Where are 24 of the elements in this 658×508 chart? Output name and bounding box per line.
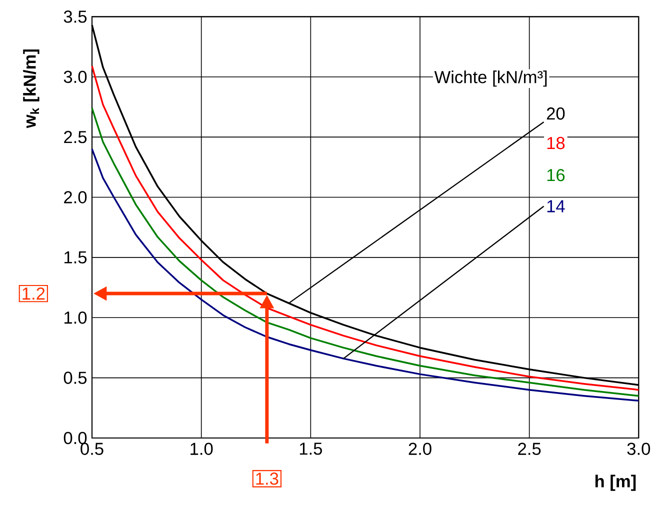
- x-axis-title: h [m]: [595, 474, 636, 491]
- legend-title: Wichte [kN/m³]: [434, 70, 547, 87]
- text: 1.3: [256, 472, 278, 485]
- y-tick-label: 1.5: [64, 251, 87, 264]
- line-series: [91, 148, 640, 402]
- y-tick-label: 2.5: [64, 130, 87, 144]
- y-tick-label: 0.5: [64, 372, 87, 384]
- x-tick-label: 1.5: [300, 442, 322, 455]
- y-tick-label: 3.0: [64, 70, 87, 83]
- y-axis-title: w$_{k}$ [kN/m]: [23, 49, 40, 128]
- text: 1.2: [22, 287, 45, 300]
- y-tick-label: 0.0: [64, 432, 87, 444]
- y-tick-label: 1.0: [64, 311, 87, 324]
- y-tick-label: 2.0: [64, 191, 87, 204]
- x-tick-label: 3.0: [627, 442, 650, 455]
- y-tick-label: 3.5: [64, 10, 87, 23]
- text: 14: [547, 200, 565, 212]
- x-tick-label: 2.0: [408, 442, 432, 455]
- x-tick-label: 1.0: [190, 442, 213, 455]
- x-tick-label: 0.5: [80, 442, 104, 455]
- text: 16: [547, 168, 565, 182]
- text: 20: [546, 107, 565, 120]
- x-tick-label: 2.5: [518, 442, 541, 455]
- text: 18: [547, 136, 565, 150]
